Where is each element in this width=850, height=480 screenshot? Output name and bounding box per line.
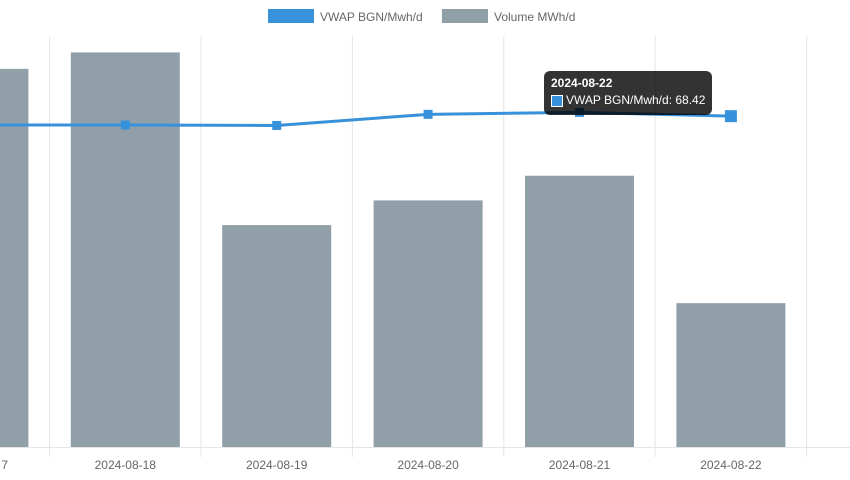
legend-swatch-vwap [268,9,314,23]
vwap-point[interactable] [423,109,433,119]
tooltip-label: VWAP BGN/Mwh/d: 68.42 [566,93,706,107]
volume-bar[interactable] [70,52,180,447]
x-tick-label: 7 [1,458,8,472]
tooltip-row: VWAP BGN/Mwh/d: 68.42 [551,92,705,109]
vwap-point[interactable] [272,120,282,130]
legend-swatch-volume [442,9,488,23]
x-axis: 7 2024-08-18 2024-08-19 2024-08-20 2024-08-2… [1,458,762,472]
x-tick-label: 2024-08-18 [95,458,157,472]
chart-tooltip: 2024-08-22 VWAP BGN/Mwh/d: 68.42 [544,71,713,115]
legend-label-vwap: VWAP BGN/Mwh/d [320,10,423,24]
legend-item-volume[interactable]: Volume MWh/d [442,9,575,24]
vwap-point-active[interactable] [724,110,737,123]
volume-bar[interactable] [676,303,786,447]
volume-bars [0,52,786,448]
tooltip-swatch [551,94,563,107]
x-tick-label: 2024-08-21 [549,458,611,472]
tooltip-title: 2024-08-22 [551,76,613,90]
x-tick-label: 2024-08-22 [700,458,762,472]
x-tick-label: 2024-08-19 [246,458,308,472]
volume-bar[interactable] [0,68,29,447]
volume-bar[interactable] [525,175,634,448]
legend-item-vwap[interactable]: VWAP BGN/Mwh/d [268,9,423,24]
legend-label-volume: Volume MWh/d [494,10,575,24]
vwap-point[interactable] [120,120,130,130]
volume-bar[interactable] [373,200,483,447]
chart-legend: VWAP BGN/Mwh/d Volume MWh/d [268,9,575,24]
volume-bar[interactable] [222,225,332,447]
x-tick-label: 2024-08-20 [397,458,459,472]
